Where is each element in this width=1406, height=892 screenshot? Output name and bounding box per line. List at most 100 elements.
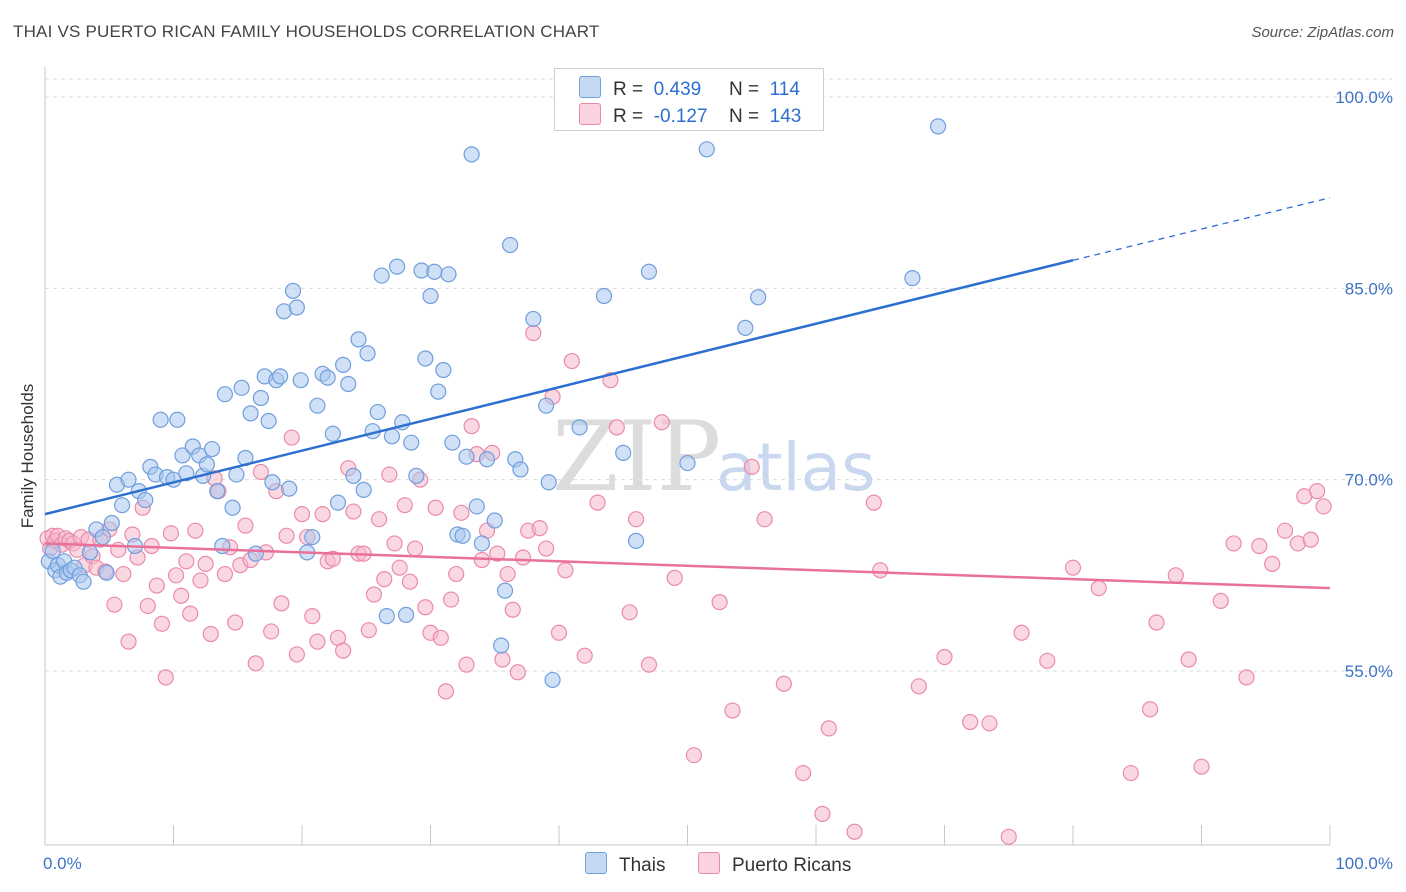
- thais-point: [540, 474, 557, 491]
- puerto-ricans-point: [120, 633, 137, 650]
- puerto-ricans-point: [106, 596, 123, 613]
- thais-point: [403, 434, 420, 451]
- thais-point: [288, 299, 305, 316]
- thais-point: [468, 498, 485, 515]
- puerto-ricans-point: [1302, 531, 1319, 548]
- legend-r-label: R =: [613, 106, 644, 127]
- puerto-ricans-point: [621, 604, 638, 621]
- puerto-ricans-point: [711, 594, 728, 611]
- puerto-ricans-point: [872, 562, 889, 579]
- puerto-ricans-point: [1225, 535, 1242, 552]
- puerto-ricans-point: [1309, 483, 1326, 500]
- puerto-ricans-point: [1167, 567, 1184, 584]
- puerto-ricans-point: [442, 591, 460, 608]
- puerto-ricans-point: [795, 764, 812, 782]
- axes: [44, 67, 1331, 846]
- puerto-ricans-point: [401, 573, 419, 590]
- puerto-ricans-point: [743, 458, 760, 476]
- puerto-ricans-point: [1315, 498, 1332, 515]
- puerto-ricans-point: [216, 565, 233, 583]
- puerto-ricans-point: [237, 517, 254, 534]
- thais-point: [737, 319, 754, 336]
- puerto-ricans-point: [1212, 592, 1229, 609]
- puerto-ricans-point: [432, 629, 449, 646]
- y-tick-label: 85.0%: [1345, 279, 1393, 298]
- puerto-ricans-point: [173, 587, 190, 604]
- puerto-ricans-point: [489, 545, 506, 562]
- puerto-ricans-point: [360, 622, 377, 639]
- puerto-ricans-point: [335, 642, 352, 659]
- puerto-ricans-swatch: [698, 852, 720, 874]
- thais-point: [120, 471, 137, 488]
- puerto-ricans-point: [653, 414, 670, 431]
- thais-label: Thais: [619, 855, 666, 876]
- thais-point: [904, 270, 921, 287]
- thais-point: [169, 411, 186, 428]
- puerto-ricans-point: [139, 597, 156, 615]
- puerto-ricans-point: [608, 419, 625, 436]
- puerto-ricans-point: [178, 553, 195, 570]
- puerto-ricans-point: [463, 417, 480, 435]
- puerto-ricans-point: [345, 503, 362, 520]
- thais-point: [81, 544, 99, 561]
- thais-point: [463, 146, 480, 163]
- puerto-ricans-point: [391, 559, 408, 576]
- thais-point: [486, 512, 503, 529]
- puerto-ricans-point: [386, 535, 403, 552]
- thais-swatch: [585, 852, 607, 874]
- puerto-ricans-point: [685, 747, 703, 764]
- thais-point: [422, 287, 439, 305]
- puerto-ricans-point: [1251, 537, 1268, 555]
- puerto-ricans-point: [531, 520, 548, 537]
- source-label: Source: ZipAtlas.com: [1251, 24, 1394, 41]
- puerto-ricans-point: [1238, 669, 1255, 686]
- puerto-ricans-point: [288, 646, 305, 663]
- puerto-ricans-point: [371, 511, 388, 528]
- thais-point: [397, 606, 415, 623]
- puerto-ricans-point: [324, 550, 341, 567]
- thais-point: [408, 467, 425, 484]
- thais-point: [929, 118, 947, 135]
- puerto-ricans-point: [563, 352, 580, 370]
- thais-point: [627, 532, 645, 549]
- puerto-ricans-point: [846, 823, 863, 840]
- y-tick-label: 70.0%: [1345, 471, 1393, 490]
- puerto-ricans-point: [1090, 579, 1107, 597]
- thais-point: [595, 287, 613, 305]
- puerto-ricans-point: [202, 625, 219, 643]
- thais-point: [750, 289, 767, 306]
- thais-point: [309, 397, 326, 414]
- puerto-ricans-point: [1039, 652, 1056, 669]
- legend-swatch-pink: [579, 103, 601, 125]
- thais-point: [493, 637, 510, 654]
- thais-point: [335, 356, 352, 373]
- puerto-ricans-point: [775, 675, 792, 692]
- thais-point: [417, 350, 434, 367]
- thais-point: [198, 456, 216, 473]
- trend-lines: [44, 197, 1331, 590]
- puerto-ricans-point: [910, 678, 927, 695]
- thais-point: [345, 467, 362, 484]
- puerto-ricans-point: [936, 648, 953, 666]
- bottom-legend-puerto-ricans: Puerto Ricans: [698, 852, 851, 877]
- puerto-ricans-point: [381, 466, 398, 483]
- legend-n-label: N =: [728, 106, 760, 127]
- thais-point: [444, 434, 461, 451]
- puerto-ricans-point: [227, 614, 244, 631]
- thais-point: [329, 494, 347, 511]
- thais-point: [454, 527, 471, 544]
- puerto-ricans-point: [814, 805, 831, 822]
- legend-n-value-thais: 114: [769, 79, 800, 100]
- puerto-ricans-point: [376, 571, 393, 588]
- puerto-ricans-point: [458, 656, 475, 673]
- thais-point: [679, 454, 696, 472]
- puerto-ricans-point: [724, 702, 741, 719]
- puerto-ricans-point: [557, 562, 574, 579]
- legend-r-value-thais: 0.439: [653, 79, 702, 100]
- y-tick-label: 100.0%: [1335, 88, 1393, 107]
- thais-point: [103, 514, 120, 532]
- puerto-ricans-point: [252, 463, 269, 481]
- x-tick-max: 100.0%: [1335, 854, 1393, 873]
- puerto-ricans-point: [273, 595, 290, 612]
